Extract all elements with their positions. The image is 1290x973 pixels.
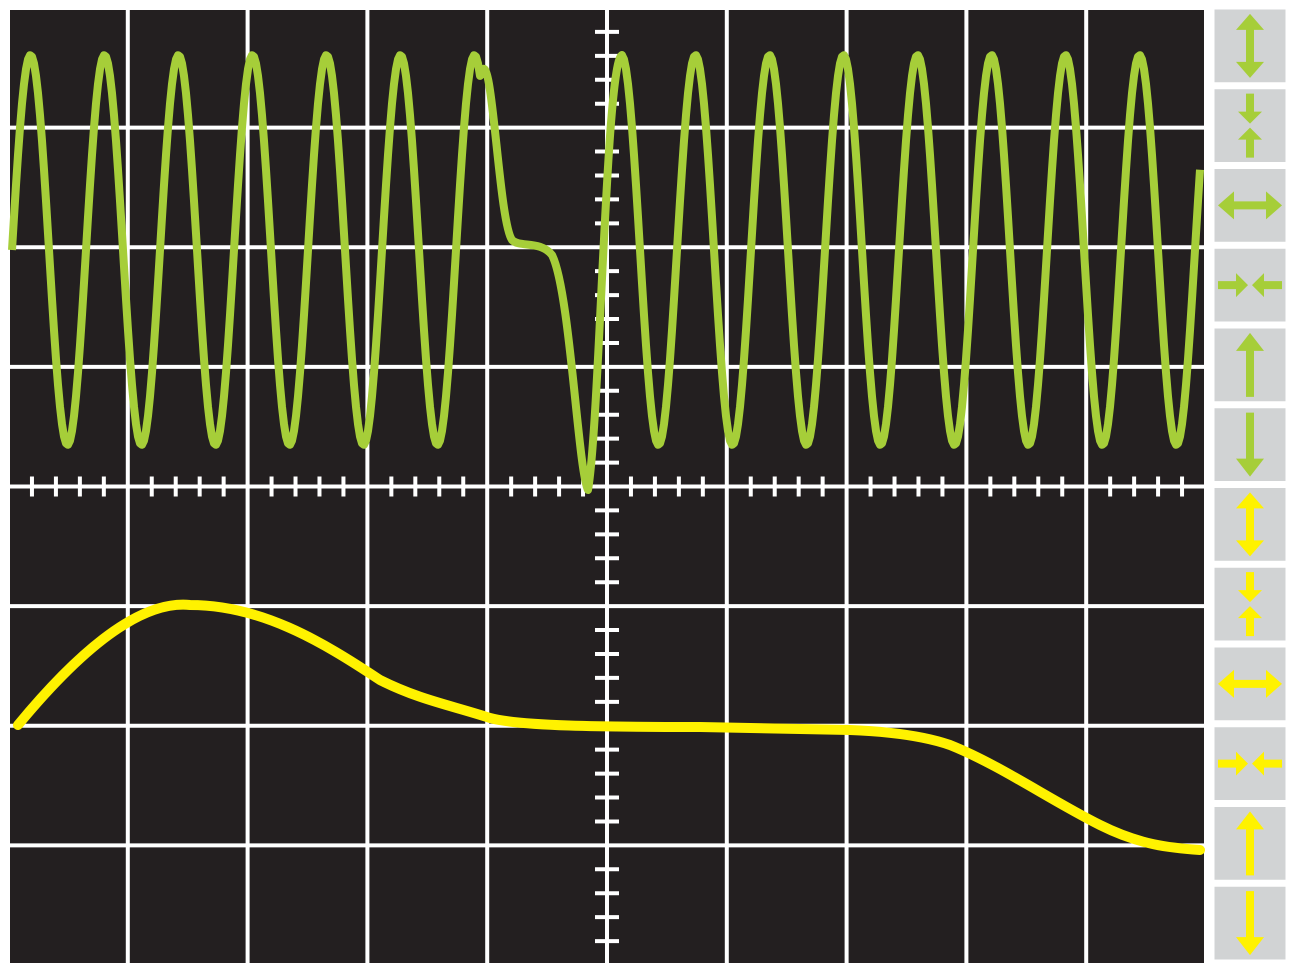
control-button[interactable]: [1213, 566, 1287, 642]
arrow: [1252, 273, 1282, 298]
button-icon: [1236, 412, 1264, 477]
button-icon: [1236, 492, 1264, 557]
arrow: [1238, 572, 1262, 603]
control-button[interactable]: [1213, 885, 1287, 961]
button-icon: [1218, 669, 1282, 698]
control-button[interactable]: [1213, 247, 1287, 323]
arrow: [1236, 891, 1264, 956]
button-icon: [1238, 572, 1262, 637]
control-button[interactable]: [1213, 88, 1287, 163]
button-icon: [1236, 332, 1264, 397]
arrow: [1236, 13, 1264, 78]
arrow: [1238, 606, 1262, 637]
control-button[interactable]: [1213, 646, 1287, 722]
control-button[interactable]: [1213, 726, 1287, 801]
button-icon: [1218, 273, 1282, 298]
control-button[interactable]: [1213, 168, 1287, 243]
channel-2-trace: [13, 599, 1205, 855]
control-button[interactable]: [1213, 327, 1287, 403]
button-icon: [1218, 191, 1282, 220]
arrow: [1252, 751, 1282, 776]
arrow: [1238, 93, 1262, 124]
traces: [8, 51, 1205, 855]
arrow: [1238, 127, 1262, 158]
arrow: [1218, 273, 1248, 298]
button-icon: [1238, 93, 1262, 158]
control-button[interactable]: [1213, 8, 1287, 84]
arrow: [1236, 332, 1264, 397]
button-icon: [1236, 811, 1264, 876]
channel-1-trace: [8, 51, 1204, 494]
arrow: [1236, 412, 1264, 477]
control-button[interactable]: [1213, 407, 1287, 482]
grid: [6, 6, 1208, 967]
arrow: [1218, 669, 1282, 698]
control-button[interactable]: [1213, 487, 1287, 562]
arrow: [1218, 751, 1248, 776]
button-icon: [1236, 891, 1264, 956]
arrow: [1236, 492, 1264, 557]
button-icon: [1236, 13, 1264, 78]
button-icon: [1218, 751, 1282, 776]
control-button[interactable]: [1213, 806, 1287, 881]
arrow: [1218, 191, 1282, 220]
control-panel: [1213, 8, 1287, 961]
arrow: [1236, 811, 1264, 876]
